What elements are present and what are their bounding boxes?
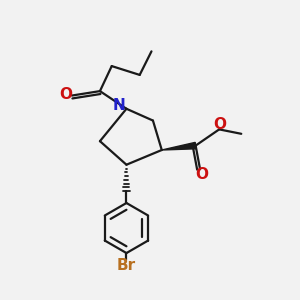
Text: O: O [214,117,226,132]
Text: O: O [195,167,208,182]
Text: N: N [113,98,125,113]
Polygon shape [162,142,196,150]
Text: O: O [59,87,72,102]
Text: Br: Br [117,258,136,273]
